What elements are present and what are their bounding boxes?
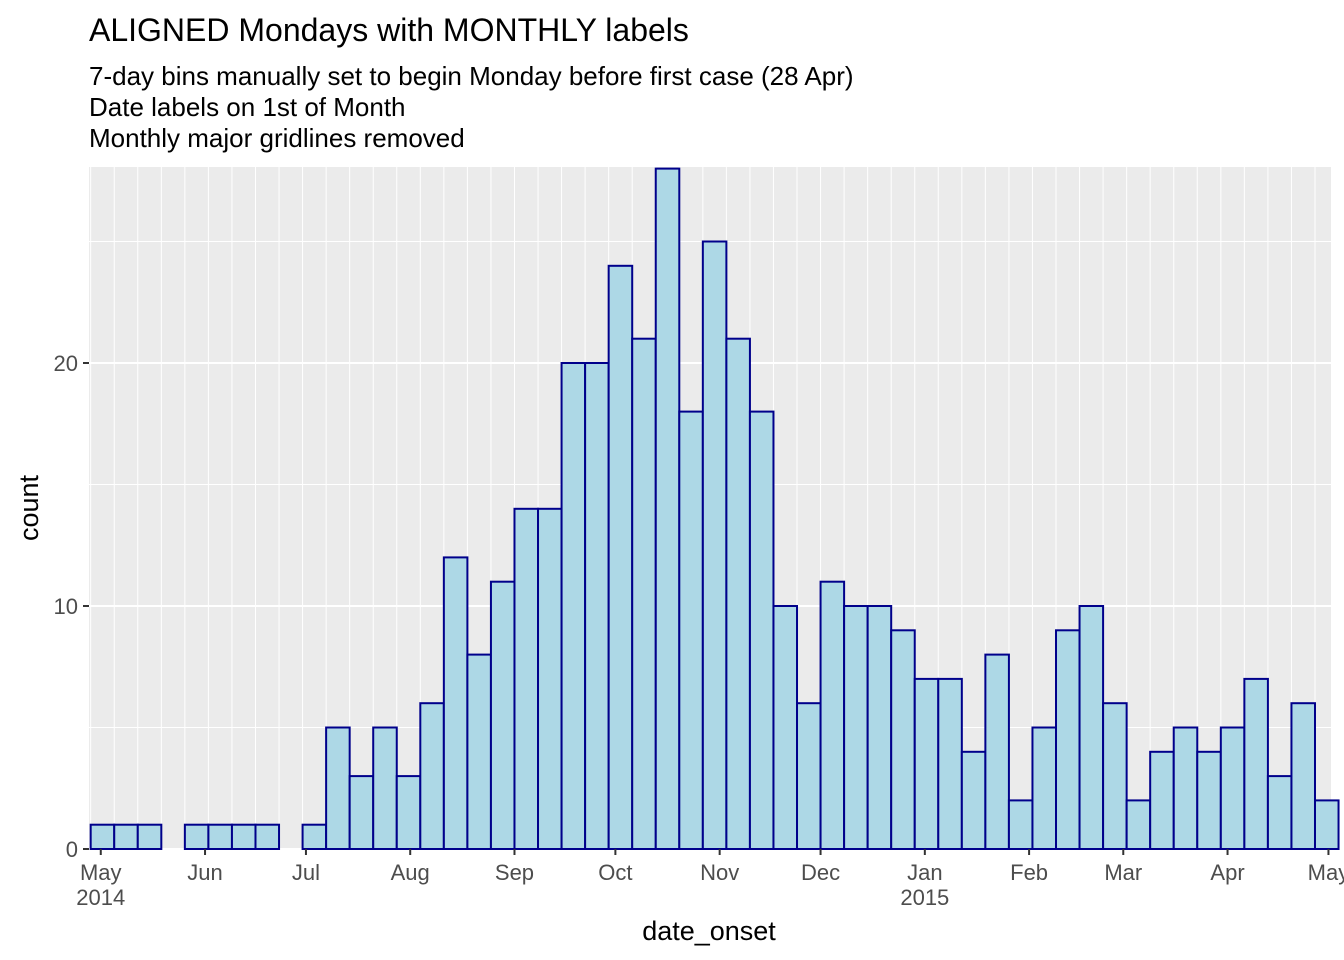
bar-week-42 <box>1055 629 1081 850</box>
bar-week-46 <box>1149 750 1175 850</box>
bar-week-27 <box>701 240 728 850</box>
chart-subtitle-line-1: 7-day bins manually set to begin Monday … <box>89 61 854 91</box>
bar-week-52 <box>1290 702 1316 851</box>
bar-week-48 <box>1196 750 1222 850</box>
x-tick-label: May <box>1308 860 1344 885</box>
x-tick-label: Dec <box>801 860 840 885</box>
bar-week-19 <box>513 507 540 850</box>
y-axis-title: count <box>14 474 44 541</box>
bar-week-39 <box>984 653 1010 850</box>
bar-week-22 <box>584 362 610 850</box>
bar-week-25 <box>654 167 681 851</box>
bar-week-31 <box>796 702 822 851</box>
bar-week-15 <box>419 702 445 851</box>
bar-week-37 <box>937 677 963 851</box>
bar-week-53 <box>1313 799 1340 851</box>
bar-week-13 <box>372 726 398 850</box>
bar-week-47 <box>1172 726 1199 850</box>
bar-week-1 <box>89 823 116 851</box>
x-tick-label: Jun <box>187 860 222 885</box>
chart-subtitle-line-3: Monthly major gridlines removed <box>89 123 465 153</box>
bar-week-45 <box>1125 799 1152 851</box>
bar-week-14 <box>395 775 422 850</box>
bar-week-35 <box>890 629 916 850</box>
x-tick-label: May <box>80 860 122 885</box>
bar-week-33 <box>843 605 869 850</box>
bar-week-8 <box>254 823 281 851</box>
bar-week-34 <box>866 605 893 850</box>
x-axis-title: date_onset <box>642 916 776 946</box>
bar-week-50 <box>1243 677 1269 851</box>
bar-week-18 <box>489 580 516 850</box>
x-tick-label: Nov <box>700 860 739 885</box>
bar-week-5 <box>183 823 210 851</box>
bar-week-29 <box>748 410 775 850</box>
bar-week-16 <box>442 556 469 851</box>
chart-title: ALIGNED Mondays with MONTHLY labels <box>89 12 689 48</box>
bar-week-17 <box>466 653 492 850</box>
bar-week-6 <box>207 823 233 851</box>
bar-week-10 <box>301 823 328 851</box>
bar-week-21 <box>560 362 587 850</box>
bar-week-2 <box>113 823 139 851</box>
bar-week-26 <box>678 410 704 850</box>
bar-week-49 <box>1219 726 1246 850</box>
bar-week-40 <box>1007 799 1034 851</box>
bar-week-41 <box>1031 726 1058 850</box>
bar-week-51 <box>1266 775 1293 850</box>
bar-week-20 <box>537 507 563 850</box>
bar-week-38 <box>960 750 987 850</box>
y-tick-label: 10 <box>54 594 78 619</box>
bar-week-32 <box>819 580 846 850</box>
x-tick-year-label: 2015 <box>900 885 949 910</box>
bar-week-12 <box>348 775 375 850</box>
x-tick-label: Oct <box>598 860 632 885</box>
y-tick-label: 20 <box>54 351 78 376</box>
x-tick-year-label: 2014 <box>76 885 125 910</box>
chart-subtitle-line-2: Date labels on 1st of Month <box>89 92 406 122</box>
bar-week-28 <box>725 337 751 850</box>
bar-week-30 <box>772 605 799 850</box>
bar-week-36 <box>913 677 940 851</box>
x-tick-label: Jan <box>907 860 942 885</box>
x-tick-label: Aug <box>391 860 430 885</box>
x-tick-label: Jul <box>292 860 320 885</box>
x-tick-label: Feb <box>1010 860 1048 885</box>
bar-week-7 <box>230 823 257 851</box>
y-tick-label: 0 <box>66 837 78 862</box>
x-tick-label: Apr <box>1210 860 1244 885</box>
bar-week-43 <box>1078 605 1105 850</box>
bar-week-3 <box>136 823 163 851</box>
x-tick-label: Sep <box>495 860 534 885</box>
bar-week-24 <box>631 337 657 850</box>
bar-week-44 <box>1102 702 1128 851</box>
y-axis: 0 10 20 <box>54 351 89 862</box>
bar-week-23 <box>607 264 634 850</box>
bar-week-11 <box>325 726 351 850</box>
histogram-bars <box>89 167 1340 851</box>
x-tick-label: Mar <box>1104 860 1142 885</box>
